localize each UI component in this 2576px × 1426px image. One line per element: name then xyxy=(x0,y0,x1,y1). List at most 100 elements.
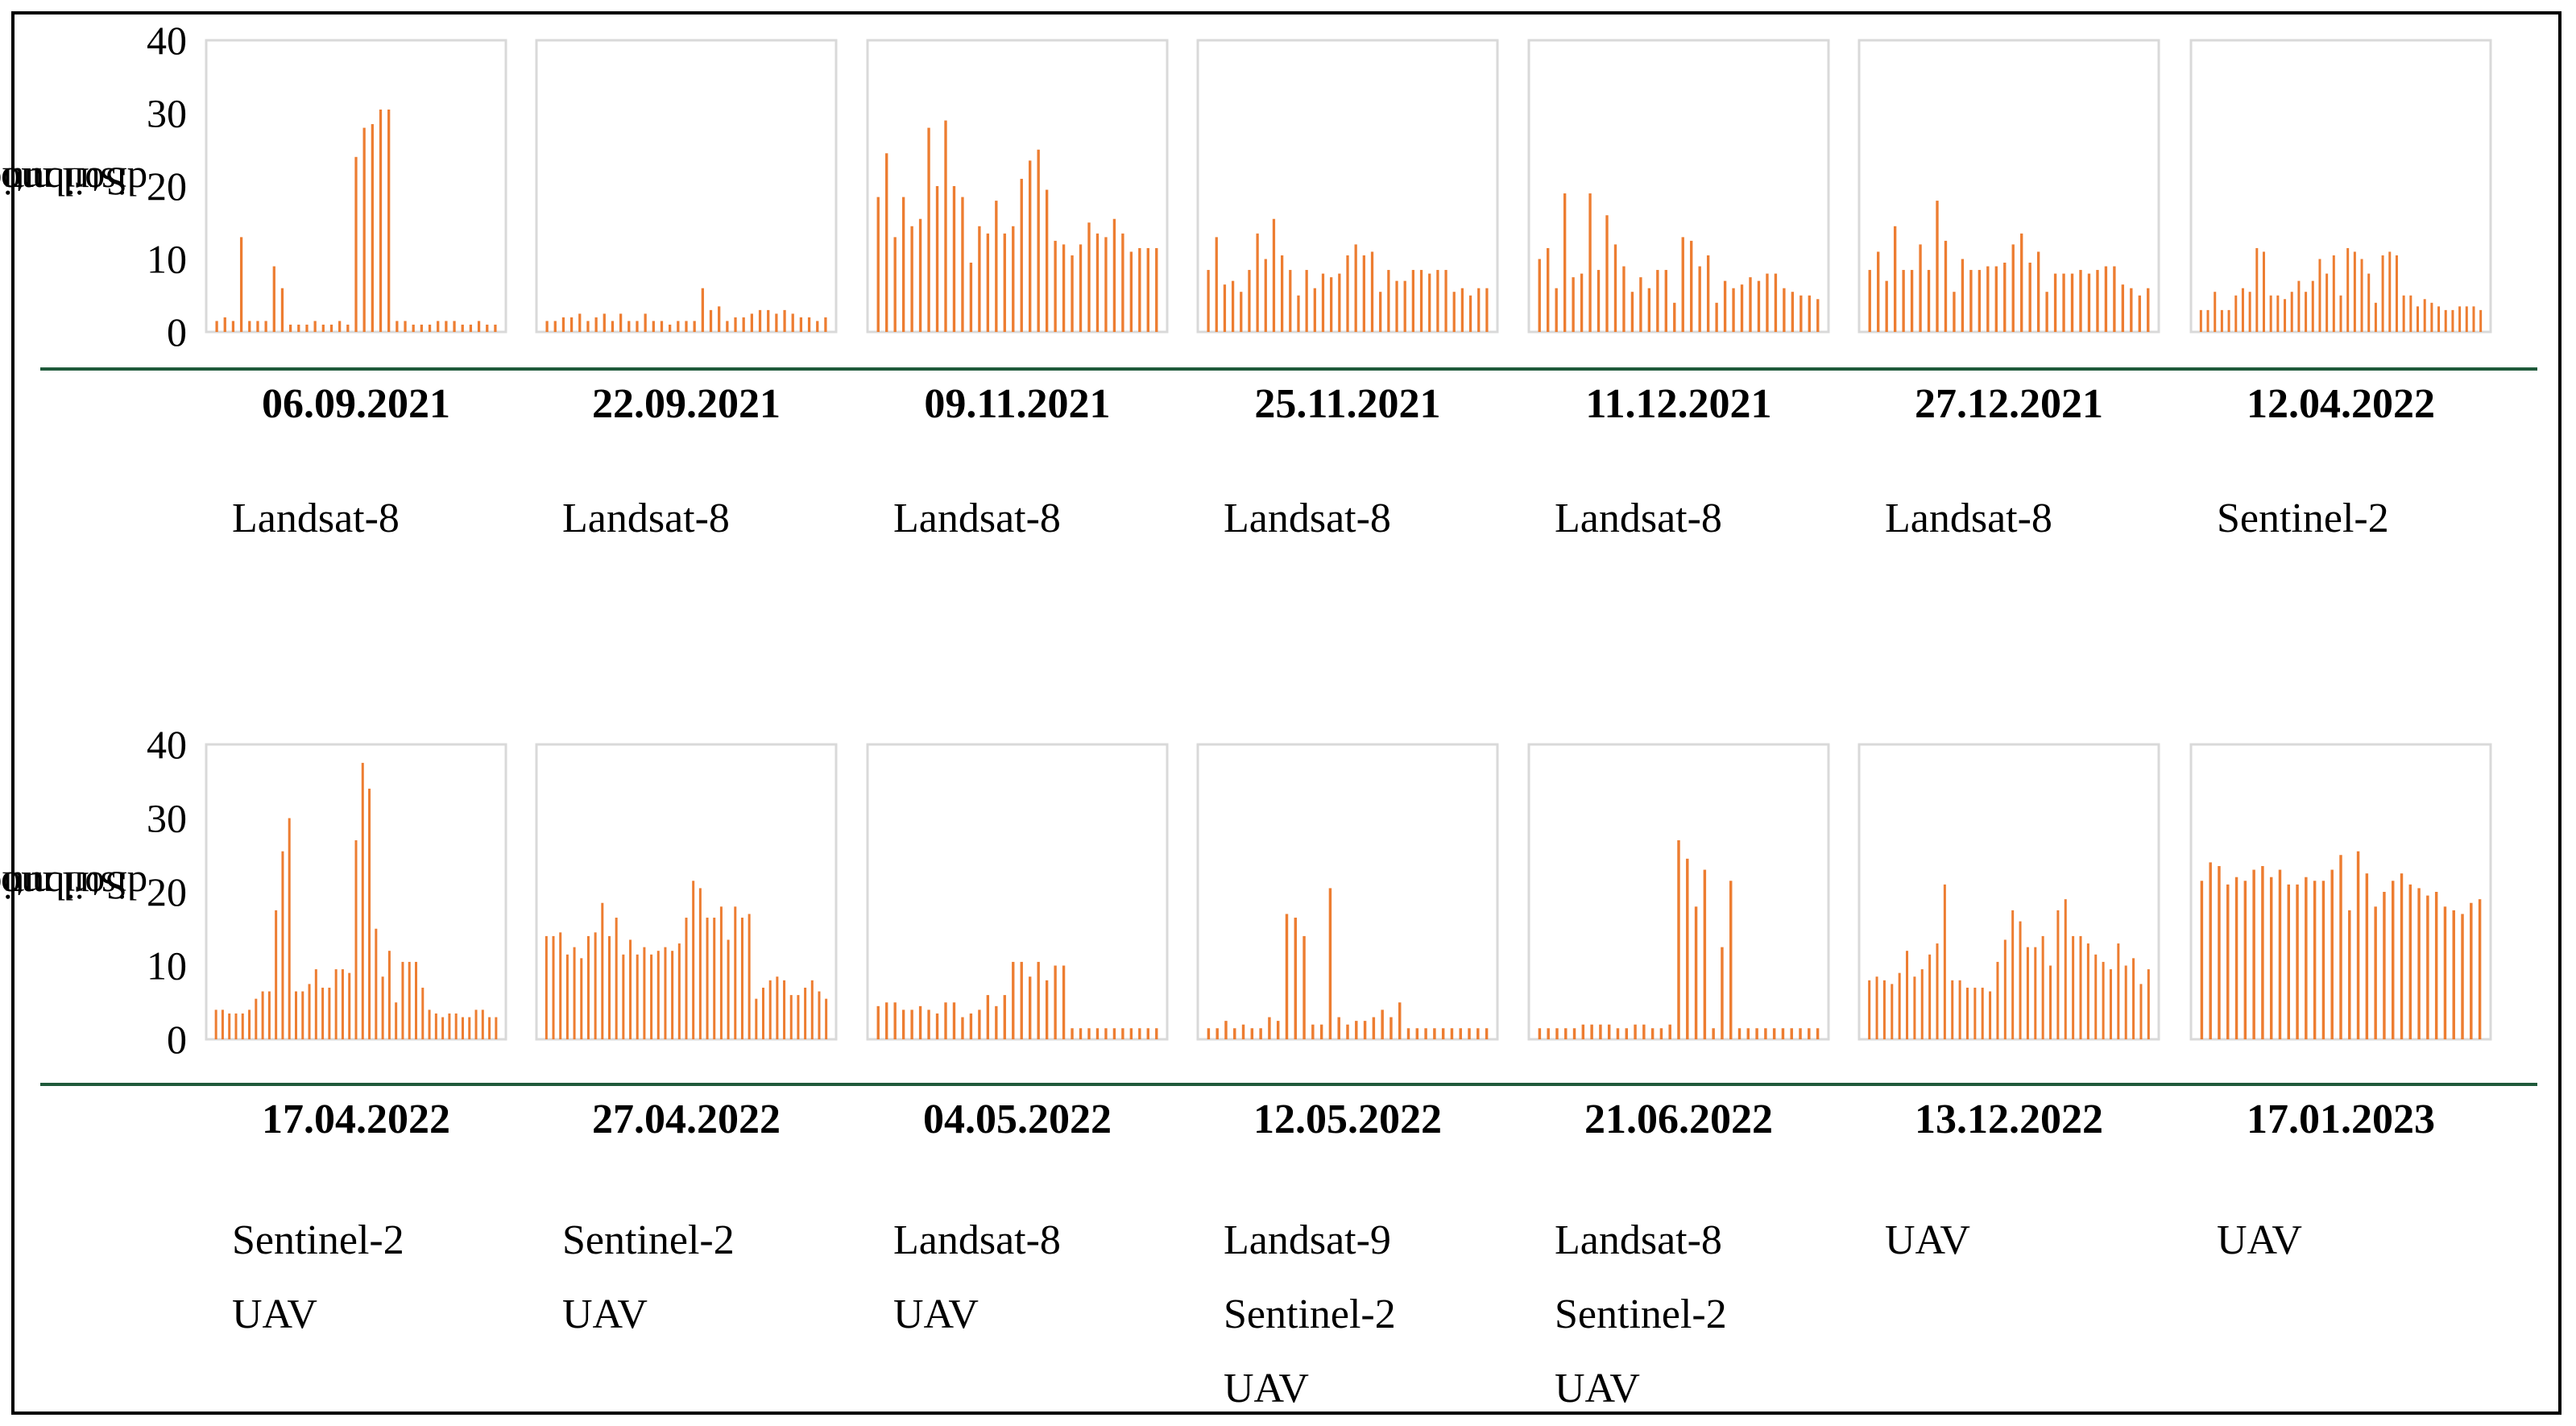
bar xyxy=(1328,888,1332,1039)
bar xyxy=(1372,1017,1376,1039)
bar xyxy=(2019,921,2022,1039)
bar xyxy=(986,233,990,332)
bar xyxy=(758,309,762,332)
bar xyxy=(603,313,606,333)
panel-border xyxy=(2189,39,2492,334)
bar xyxy=(415,961,418,1039)
bar xyxy=(1087,222,1091,332)
bar xyxy=(221,1009,224,1039)
bar xyxy=(1951,980,1954,1039)
bar xyxy=(643,947,646,1040)
bar xyxy=(2356,851,2360,1039)
bar xyxy=(2346,247,2350,332)
bar xyxy=(727,939,730,1039)
panel-12.05.2022 xyxy=(1196,743,1499,1041)
bar xyxy=(2318,259,2321,332)
bar xyxy=(420,324,423,332)
panel-09.11.2021 xyxy=(866,39,1169,334)
bar xyxy=(1547,1028,1550,1039)
bar xyxy=(2113,266,2116,332)
bar xyxy=(1485,288,1489,332)
bar xyxy=(1129,1028,1133,1039)
bar xyxy=(1607,1024,1611,1039)
bar xyxy=(910,1009,913,1039)
bar xyxy=(2269,877,2273,1039)
bar xyxy=(1799,295,1803,332)
bar xyxy=(2305,877,2308,1039)
bar xyxy=(1381,1009,1384,1039)
bar xyxy=(1259,1028,1262,1039)
bar xyxy=(1104,1028,1108,1039)
bar xyxy=(619,313,623,333)
bar xyxy=(1363,1021,1367,1040)
bar xyxy=(776,976,779,1039)
panel-date: 04.05.2022 xyxy=(923,1096,1112,1142)
bar xyxy=(261,991,264,1040)
bar xyxy=(995,201,998,332)
bar xyxy=(783,309,786,332)
bar xyxy=(2053,273,2057,332)
bar xyxy=(2045,292,2048,333)
y-tick-label: 20 xyxy=(147,164,187,209)
bar xyxy=(1355,1021,1358,1040)
panel-sensors: Sentinel-2 xyxy=(2217,482,2483,556)
bar xyxy=(804,987,807,1039)
sensor-name: Landsat-8 xyxy=(1555,495,1722,541)
sensor-name: UAV xyxy=(1555,1366,1640,1411)
bar xyxy=(2147,288,2150,332)
bar xyxy=(2348,910,2351,1040)
bar xyxy=(1664,270,1667,332)
sensor-name: Landsat-8 xyxy=(1555,1217,1722,1263)
bar xyxy=(1459,1028,1462,1039)
bar xyxy=(692,881,695,1039)
bar xyxy=(1808,1028,1811,1039)
y-tick-label: 30 xyxy=(147,796,187,841)
bar xyxy=(978,226,981,332)
bar xyxy=(824,317,827,332)
bar xyxy=(2332,255,2335,333)
bar xyxy=(2003,263,2007,332)
bar xyxy=(1268,1017,1271,1039)
bar xyxy=(1424,1028,1427,1039)
bar xyxy=(818,991,821,1040)
panel-sensors: Landsat-8 xyxy=(893,482,1159,556)
bar xyxy=(927,1009,930,1039)
bar xyxy=(1969,270,1973,332)
bar xyxy=(2121,284,2125,333)
bar xyxy=(1346,255,1349,333)
bar xyxy=(768,980,772,1039)
bar xyxy=(755,998,758,1039)
bar xyxy=(1816,1028,1820,1039)
bar xyxy=(1020,178,1023,332)
bar xyxy=(1330,277,1333,333)
bar xyxy=(2479,309,2483,332)
bar xyxy=(2388,251,2392,332)
bar xyxy=(1555,1028,1559,1039)
bar xyxy=(2218,865,2221,1039)
bar xyxy=(2226,884,2230,1039)
bar xyxy=(305,324,309,332)
bar xyxy=(1740,284,1744,333)
bar xyxy=(885,1002,888,1039)
bar xyxy=(1799,1028,1802,1039)
bar xyxy=(2426,895,2429,1039)
bar xyxy=(321,324,325,332)
bar xyxy=(565,954,569,1039)
bar xyxy=(901,1009,905,1039)
bar xyxy=(807,317,811,332)
bar xyxy=(652,321,655,332)
bar xyxy=(1037,149,1040,332)
figure-frame xyxy=(11,11,2562,1415)
bar xyxy=(1362,255,1365,333)
bar xyxy=(256,321,259,332)
bar xyxy=(701,288,704,332)
bar xyxy=(918,218,922,333)
panel-date: 27.04.2022 xyxy=(592,1096,781,1142)
bar xyxy=(2374,906,2377,1039)
bar xyxy=(1138,1028,1141,1039)
bar xyxy=(1599,1024,1602,1039)
panel-border xyxy=(1196,743,1499,1041)
bar xyxy=(334,969,338,1039)
bar xyxy=(2255,247,2259,332)
bar xyxy=(1433,1028,1436,1039)
